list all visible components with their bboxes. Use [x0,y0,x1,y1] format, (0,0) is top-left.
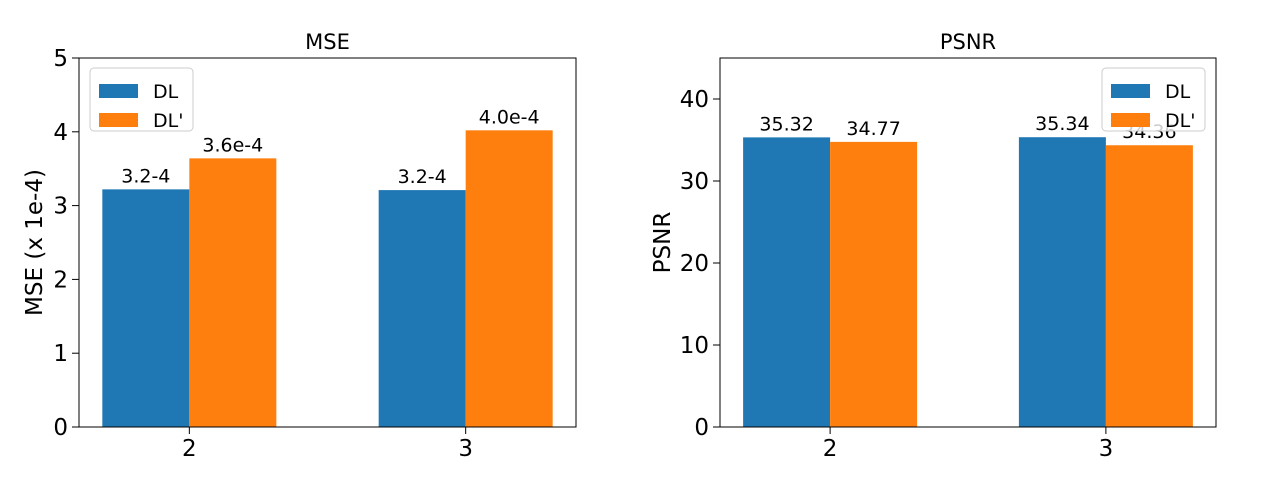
legend-swatch [1111,84,1150,98]
mse-chart: MSE MSE (x 1e-4) 0 1 2 3 4 5 3.2-4 3.6e-4 2 3.2-4 4.… [22,30,577,462]
legend-label: DL' [153,110,183,132]
y-axis-label: MSE (x 1e-4) [22,169,48,316]
y-tick-label: 10 [680,333,709,359]
bar-value-label: 35.34 [1035,113,1089,135]
bar-dl-prime-3 [465,130,553,427]
bar-dl-prime-2 [189,158,277,428]
x-tick-label: 2 [823,436,838,462]
bar-value-label: 3.2-4 [121,165,170,187]
legend-label: DL [153,81,179,103]
chart-title: MSE [305,30,350,54]
x-tick-label: 3 [458,436,473,462]
x-tick-label: 2 [182,436,197,462]
bar-dl-2 [102,189,190,427]
bar-value-label: 3.6e-4 [202,134,263,156]
legend-label: DL [1165,81,1191,103]
y-axis-label: PSNR [650,212,676,274]
legend-label: DL' [1165,110,1195,132]
y-tick-label: 0 [53,415,68,441]
legend-swatch [99,84,138,98]
y-tick-label: 40 [680,87,709,113]
bar-dl-3 [1018,137,1106,427]
bar-dl-2 [743,137,831,427]
y-tick-label: 4 [53,120,68,146]
bar-dl-3 [378,190,466,427]
y-tick-label: 0 [694,415,709,441]
bar-value-label: 35.32 [759,113,813,135]
y-tick-label: 3 [53,194,68,220]
chart-title: PSNR [940,30,996,54]
bar-value-label: 3.2-4 [398,166,447,188]
bar-dl-prime-2 [830,141,918,428]
y-tick-label: 5 [53,46,68,72]
legend-swatch [1111,113,1150,127]
y-tick-label: 20 [680,251,709,277]
bar-dl-prime-3 [1105,145,1193,428]
y-tick-label: 30 [680,169,709,195]
y-tick-label: 2 [53,267,68,293]
bar-value-label: 34.77 [846,118,900,140]
legend-swatch [99,113,138,127]
legend: DL DL' [1101,67,1206,132]
bar-value-label: 4.0e-4 [479,106,540,128]
x-tick-label: 3 [1099,436,1114,462]
plot-frame [719,57,1217,428]
plot-frame [78,57,577,428]
legend: DL DL' [89,67,194,132]
y-tick-label: 1 [53,341,68,367]
